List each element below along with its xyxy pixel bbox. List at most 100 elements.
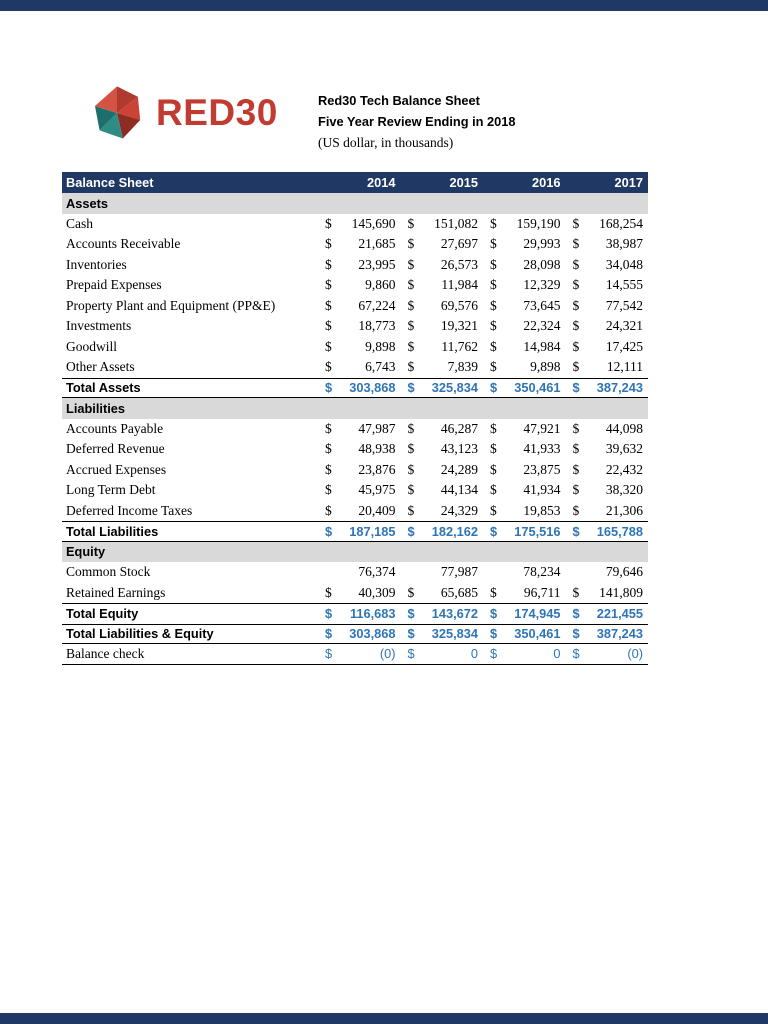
amount: 182,162 [431, 523, 478, 539]
table-row: Common Stock 76,374 77,987 78,234 79,646 [62, 562, 648, 583]
amount: 165,788 [596, 523, 643, 539]
amount: 350,461 [514, 380, 561, 396]
amount: 350,461 [514, 626, 561, 642]
currency-symbol: $ [325, 318, 332, 334]
amount-cell: $6,743 [318, 359, 401, 375]
amount-cell: $73,645 [483, 298, 566, 314]
currency-symbol: $ [407, 626, 415, 642]
table-row: Deferred Revenue $48,938 $43,123 $41,933 $39… [62, 439, 648, 460]
amount-cell: $165,788 [566, 524, 649, 539]
amount-cell: $24,289 [401, 462, 484, 478]
amount-cell: $77,542 [566, 298, 649, 314]
currency-symbol: $ [572, 256, 580, 272]
amount-cell: $11,984 [401, 277, 484, 293]
currency-symbol: $ [490, 277, 497, 293]
amount: 34,048 [605, 256, 643, 272]
currency-symbol: $ [407, 523, 415, 539]
grand-total-row: Total Liabilities & Equity $303,868 $325,8… [62, 623, 648, 644]
table-row: Prepaid Expenses $9,860 $11,984 $12,329 $14,… [62, 275, 648, 296]
year-header-2015: 2015 [449, 175, 478, 190]
year-header-2014: 2014 [367, 175, 396, 190]
amount-cell: $69,576 [401, 298, 484, 314]
amount-cell: $325,834 [401, 380, 484, 395]
table-row: Deferred Income Taxes $20,409 $24,329 $19,8… [62, 501, 648, 522]
amount-cell: $43,123 [401, 441, 484, 457]
currency-symbol: $ [407, 236, 415, 252]
amount: 78,234 [523, 564, 561, 580]
amount-cell: $22,324 [483, 318, 566, 334]
amount-cell: $325,834 [401, 626, 484, 641]
amount: 44,098 [605, 420, 643, 436]
row-label: Deferred Income Taxes [66, 502, 193, 518]
section-header-assets: Assets [62, 193, 648, 214]
currency-symbol: $ [572, 236, 580, 252]
amount-cell: $46,287 [401, 421, 484, 437]
row-label: Liabilities [66, 400, 126, 416]
row-label: Retained Earnings [66, 584, 166, 600]
currency-symbol: $ [572, 359, 580, 375]
currency-symbol: $ [572, 482, 580, 498]
amount: 325,834 [431, 380, 478, 396]
amount: 41,934 [523, 482, 561, 498]
amount: 38,320 [605, 482, 643, 498]
amount-cell: $40,309 [318, 585, 401, 601]
row-label: Prepaid Expenses [66, 277, 162, 293]
amount: 6,743 [365, 359, 396, 375]
amount-cell: $175,516 [483, 524, 566, 539]
amount-cell: $65,685 [401, 585, 484, 601]
row-label: Cash [66, 215, 93, 231]
currency-symbol: $ [407, 215, 415, 231]
amount: 48,938 [358, 441, 396, 457]
currency-symbol: $ [572, 441, 580, 457]
amount: 96,711 [523, 584, 561, 600]
amount-cell: $23,876 [318, 462, 401, 478]
currency-symbol: $ [490, 359, 497, 375]
table-row: Investments $18,773 $19,321 $22,324 $24,321 [62, 316, 648, 337]
amount-cell: $187,185 [318, 524, 401, 539]
amount-cell: $19,853 [483, 503, 566, 519]
currency-symbol: $ [490, 380, 498, 396]
row-label: Deferred Revenue [66, 441, 165, 457]
currency-symbol: $ [325, 277, 332, 293]
year-header-2017: 2017 [614, 175, 643, 190]
amount: 38,987 [605, 236, 643, 252]
amount: 47,987 [358, 420, 396, 436]
amount: 26,573 [440, 256, 478, 272]
table-row: Goodwill $9,898 $11,762 $14,984 $17,425 [62, 337, 648, 358]
amount-cell: $0 [483, 646, 566, 661]
amount-cell: 79,646 [566, 564, 649, 580]
currency-symbol: $ [407, 297, 415, 313]
currency-symbol: $ [325, 215, 332, 231]
amount: 21,685 [358, 236, 396, 252]
amount-cell: $11,762 [401, 339, 484, 355]
currency-symbol: $ [407, 606, 415, 622]
table-row: Retained Earnings $40,309 $65,685 $96,711 $1… [62, 583, 648, 604]
amount-cell: $12,111 [566, 359, 649, 375]
row-label: Total Liabilities & Equity [66, 626, 214, 642]
amount: 67,224 [358, 297, 396, 313]
amount: 141,809 [599, 584, 643, 600]
amount: 23,995 [358, 256, 396, 272]
amount: 9,898 [530, 359, 561, 375]
currency-symbol: $ [572, 318, 580, 334]
amount-cell: $143,672 [401, 606, 484, 621]
currency-symbol: $ [407, 318, 415, 334]
amount: 22,324 [523, 318, 561, 334]
currency-symbol: $ [325, 420, 332, 436]
amount: 24,321 [605, 318, 643, 334]
currency-symbol: $ [325, 502, 332, 518]
currency-symbol: $ [490, 482, 497, 498]
currency-symbol: $ [325, 523, 333, 539]
amount-cell: $38,987 [566, 236, 649, 252]
amount-cell: $ (0) [318, 646, 401, 661]
currency-symbol: $ [325, 482, 332, 498]
amount-cell: $48,938 [318, 441, 401, 457]
amount: 145,690 [351, 215, 396, 231]
amount-cell: $145,690 [318, 216, 401, 232]
table-row: Property Plant and Equipment (PP&E) $67,2… [62, 296, 648, 317]
logo-icon [94, 86, 141, 139]
amount-cell: $18,773 [318, 318, 401, 334]
amount-cell: $21,685 [318, 236, 401, 252]
currency-symbol: $ [407, 277, 415, 293]
amount-cell: $67,224 [318, 298, 401, 314]
